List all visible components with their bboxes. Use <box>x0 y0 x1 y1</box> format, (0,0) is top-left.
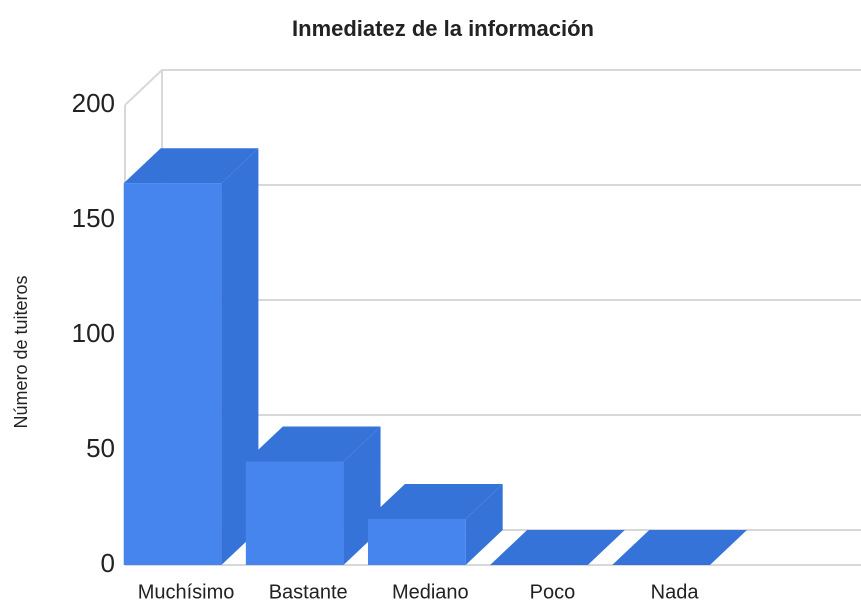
chart-title: Inmediatez de la información <box>292 16 594 41</box>
bar-top <box>490 530 625 565</box>
y-tick-label: 0 <box>101 548 115 578</box>
bar-front <box>367 519 466 565</box>
bar-top <box>612 530 747 565</box>
y-tick-label: 100 <box>72 318 115 348</box>
x-tick-label: Bastante <box>269 581 348 603</box>
bar-top <box>123 148 259 184</box>
bar <box>123 148 259 565</box>
x-tick-label: Poco <box>530 581 576 603</box>
bar-front <box>123 183 222 565</box>
grid-line <box>124 69 861 106</box>
bar <box>245 426 381 565</box>
bar-top <box>245 426 381 462</box>
y-axis-label: Número de tuiteros <box>11 275 31 428</box>
x-tick-label: Muchísimo <box>138 581 235 603</box>
bar <box>612 530 747 565</box>
x-tick-label: Nada <box>651 581 700 603</box>
x-tick-label: Mediano <box>392 581 469 603</box>
y-tick-label: 50 <box>86 433 115 463</box>
y-tick-label: 200 <box>72 88 115 118</box>
bar <box>367 484 503 565</box>
y-tick-label: 150 <box>72 203 115 233</box>
bar <box>490 530 625 565</box>
bar-top <box>367 484 503 519</box>
bar-side <box>465 484 503 565</box>
bar-front <box>245 461 344 565</box>
